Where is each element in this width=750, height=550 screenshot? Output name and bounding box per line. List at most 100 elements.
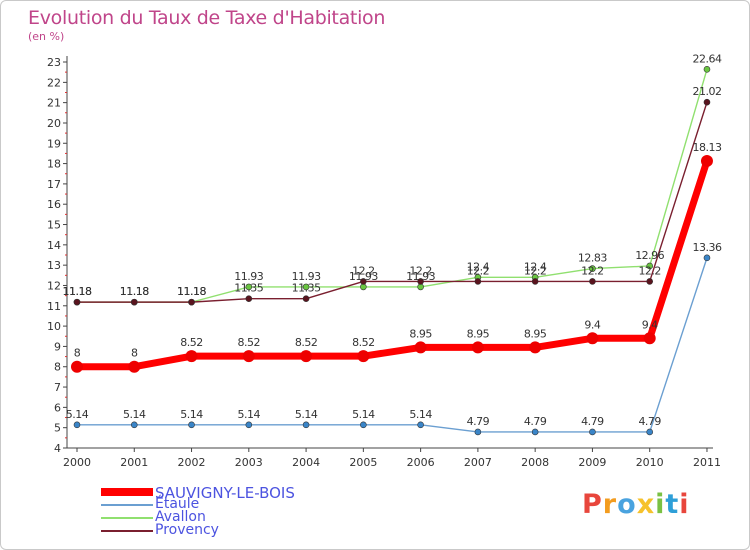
data-label-sauvigny-le-bois: 8.52 xyxy=(238,336,261,349)
data-label-avallon: 11.18 xyxy=(177,285,206,298)
chart-title: Evolution du Taux de Taxe d'Habitation xyxy=(28,7,386,29)
data-point-provency xyxy=(531,278,539,285)
data-label-avallon: 12.83 xyxy=(578,252,607,265)
y-tick-label: 23 xyxy=(47,56,61,69)
data-label-sauvigny-le-bois: 8.95 xyxy=(467,327,490,340)
data-point-avallon xyxy=(417,283,424,291)
logo-letter: x xyxy=(636,489,656,520)
y-tick-label: 21 xyxy=(47,97,61,110)
data-point-sauvigny-le-bois xyxy=(71,360,83,373)
data-point-etaule xyxy=(188,421,195,429)
data-point-etaule xyxy=(589,428,596,436)
data-label-sauvigny-le-bois: 8.95 xyxy=(524,327,547,340)
data-label-etaule: 5.14 xyxy=(238,408,261,421)
x-tick-label: 2001 xyxy=(120,456,148,469)
data-label-sauvigny-le-bois: 8.52 xyxy=(352,336,375,349)
data-label-provency: 12.2 xyxy=(409,264,432,277)
data-label-provency: 12.2 xyxy=(352,264,375,277)
data-label-provency: 11.18 xyxy=(177,285,206,298)
data-label-provency: 12.2 xyxy=(467,264,490,277)
data-label-etaule: 4.79 xyxy=(467,415,490,428)
x-tick-label: 2005 xyxy=(349,456,377,469)
data-label-etaule: 5.14 xyxy=(66,408,89,421)
logo-letter: o xyxy=(617,489,637,520)
y-tick-label: 22 xyxy=(47,76,61,89)
y-tick-label: 4 xyxy=(54,442,61,455)
y-tick-label: 7 xyxy=(54,381,61,394)
x-tick-label: 2008 xyxy=(521,456,549,469)
data-point-sauvigny-le-bois xyxy=(529,341,542,354)
y-tick-label: 12 xyxy=(47,279,61,292)
data-point-provency xyxy=(130,298,138,306)
x-tick-label: 2009 xyxy=(578,456,606,469)
data-label-provency: 11.35 xyxy=(292,282,321,295)
data-label-avallon: 11.93 xyxy=(292,270,321,283)
y-tick-label: 5 xyxy=(54,422,61,435)
data-label-avallon: 22.64 xyxy=(692,52,721,65)
data-point-etaule xyxy=(130,421,138,429)
data-label-etaule: 4.79 xyxy=(524,415,547,428)
data-label-sauvigny-le-bois: 8.52 xyxy=(180,336,203,349)
data-label-sauvigny-le-bois: 8.52 xyxy=(295,336,318,349)
data-point-provency xyxy=(73,298,81,306)
legend-label-sauvigny: SAUVIGNY-LE-BOIS xyxy=(155,484,295,502)
data-point-provency xyxy=(589,278,596,285)
data-point-etaule xyxy=(245,421,253,429)
data-label-avallon: 12.96 xyxy=(635,249,664,262)
logo-letter: i xyxy=(679,489,690,520)
data-label-sauvigny-le-bois: 8 xyxy=(131,347,138,360)
data-point-sauvigny-le-bois xyxy=(242,350,255,363)
data-point-etaule xyxy=(360,421,367,429)
data-label-etaule: 5.14 xyxy=(123,408,146,421)
data-label-sauvigny-le-bois: 9.4 xyxy=(584,318,600,331)
data-label-avallon: 11.18 xyxy=(120,285,149,298)
legend-label-provency: Provency xyxy=(155,522,219,538)
data-point-etaule xyxy=(531,428,539,436)
data-point-sauvigny-le-bois xyxy=(357,350,370,363)
data-label-etaule: 5.14 xyxy=(352,408,375,421)
legend-swatch-etaule xyxy=(101,504,153,506)
data-point-etaule xyxy=(73,421,81,429)
data-label-etaule: 5.14 xyxy=(295,408,318,421)
data-point-provency xyxy=(417,278,424,285)
data-point-avallon xyxy=(589,265,596,272)
data-label-sauvigny-le-bois: 8 xyxy=(74,347,81,360)
data-point-provency xyxy=(474,278,482,285)
y-tick-label: 13 xyxy=(47,259,61,272)
data-point-provency xyxy=(360,278,367,285)
legend-label-avallon: Avallon xyxy=(155,509,206,525)
legend-label-etaule: Étaule xyxy=(155,496,200,512)
y-tick-label: 16 xyxy=(47,198,61,211)
y-tick-label: 14 xyxy=(47,239,61,252)
series-layer xyxy=(71,66,713,436)
data-point-avallon xyxy=(302,283,310,291)
proxiti-logo: Proxiti xyxy=(582,489,690,520)
data-point-sauvigny-le-bois xyxy=(700,154,713,167)
data-point-sauvigny-le-bois xyxy=(128,360,141,373)
data-label-avallon: 12.4 xyxy=(467,260,490,273)
data-label-sauvigny-le-bois: 9.4 xyxy=(642,318,658,331)
x-tick-label: 2003 xyxy=(235,456,263,469)
data-point-sauvigny-le-bois xyxy=(471,341,484,354)
data-point-avallon xyxy=(360,283,367,291)
legend-swatch-sauvigny xyxy=(101,488,153,496)
data-point-etaule xyxy=(703,254,711,262)
data-label-etaule: 4.79 xyxy=(581,415,604,428)
data-label-avallon: 11.93 xyxy=(234,270,263,283)
y-tick-label: 11 xyxy=(47,300,61,313)
data-label-etaule: 4.79 xyxy=(638,415,661,428)
legend-swatch-provency xyxy=(101,530,153,532)
series-line-etaule xyxy=(76,257,708,433)
data-point-sauvigny-le-bois xyxy=(185,350,198,363)
y-tick-label: 17 xyxy=(47,178,61,191)
data-label-provency: 11.18 xyxy=(63,285,92,298)
data-label-etaule: 13.36 xyxy=(692,241,721,254)
y-tick-label: 8 xyxy=(54,361,61,374)
data-label-avallon: 11.93 xyxy=(349,270,378,283)
data-label-etaule: 5.14 xyxy=(409,408,432,421)
x-tick-label: 2010 xyxy=(636,456,664,469)
data-label-provency: 11.18 xyxy=(120,285,149,298)
logo-letter: i xyxy=(655,489,666,520)
logo-letter: t xyxy=(665,489,680,520)
